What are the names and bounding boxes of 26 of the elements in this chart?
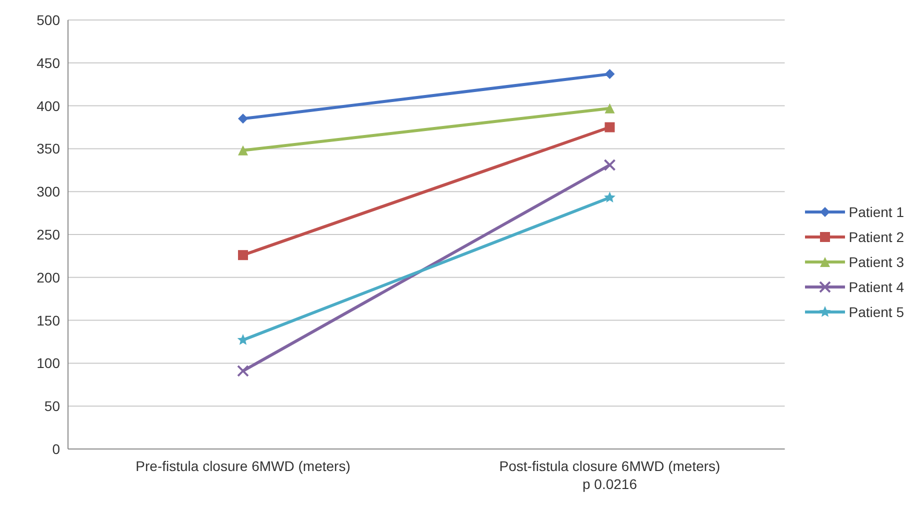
text: p 0.0216	[582, 476, 638, 492]
y-tick-label: 400	[36, 98, 60, 114]
y-tick-label: 450	[36, 54, 60, 71]
point	[604, 192, 616, 202]
legend-label: Patient 4	[848, 278, 904, 294]
legend-label: Patient 3	[848, 254, 904, 270]
y-tick-label: 500	[36, 12, 60, 28]
legend-label: Patient 1	[848, 204, 904, 220]
x-tick-label: Post-fistula closure 6MWD (meters)	[499, 458, 720, 474]
point	[238, 114, 248, 124]
legend-label: Patient 5	[848, 304, 904, 320]
x-tick-label: Pre-fistula closure 6MWD (meters)	[136, 458, 350, 474]
point	[237, 364, 249, 377]
y-tick-label: 50	[44, 398, 60, 414]
point	[604, 159, 616, 171]
y-tick-label: 300	[36, 184, 60, 200]
y-tick-label: 200	[36, 269, 60, 286]
point	[238, 250, 248, 260]
y-tick-label: 150	[36, 312, 60, 328]
point	[604, 69, 615, 80]
y-tick-label: 250	[36, 226, 60, 242]
legend-label: Patient 2	[848, 228, 904, 244]
y-tick-label: 100	[36, 355, 60, 372]
y-tick-label: 0	[52, 440, 60, 457]
y-tick-label: 350	[36, 140, 60, 157]
point	[604, 122, 615, 132]
